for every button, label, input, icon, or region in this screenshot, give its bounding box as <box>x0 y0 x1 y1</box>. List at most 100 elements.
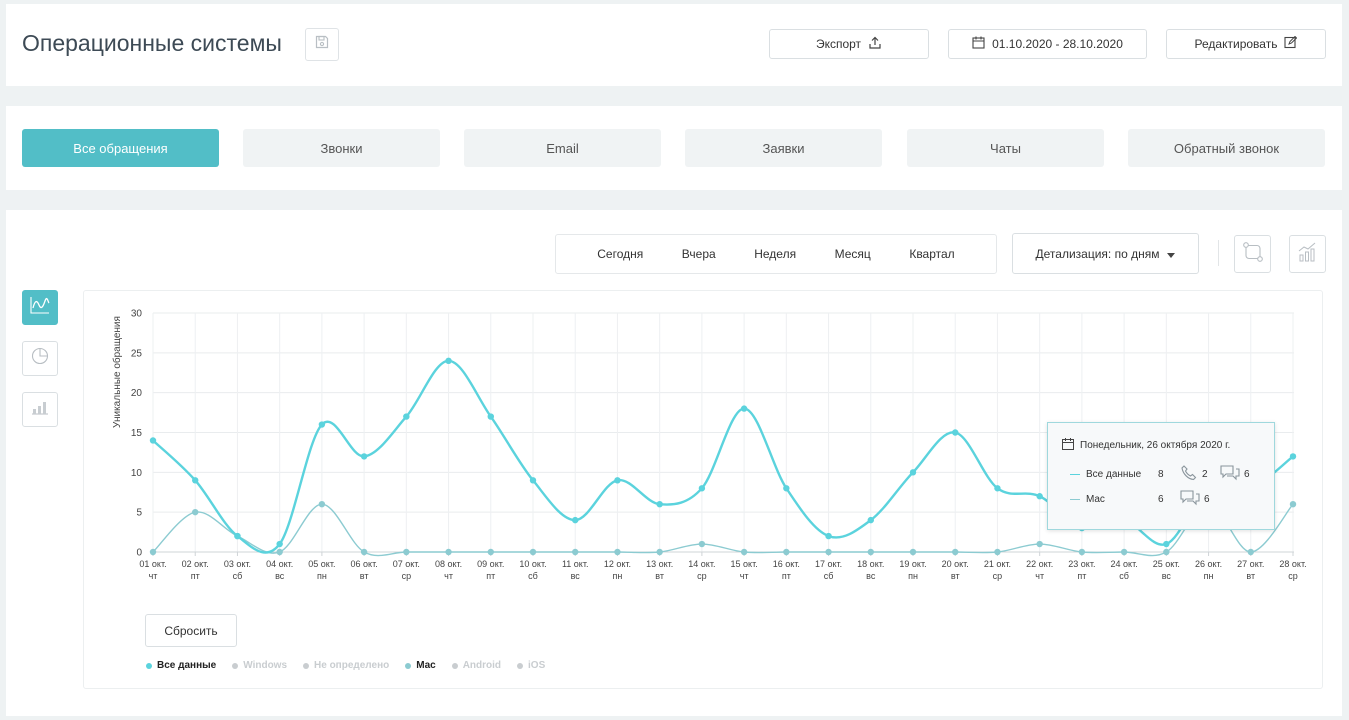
tab-callback[interactable]: Обратный звонок <box>1128 129 1325 167</box>
legend-item-mac[interactable]: Mac <box>405 660 436 671</box>
data-point-mac[interactable] <box>276 548 283 556</box>
data-point-all[interactable] <box>276 540 283 548</box>
edit-button[interactable]: Редактировать <box>1166 29 1326 59</box>
tab-requests[interactable]: Заявки <box>685 129 882 167</box>
tab-all-requests[interactable]: Все обращения <box>22 129 219 167</box>
detail-label: Детализация: по дням <box>1035 246 1160 261</box>
chart-type-pie-button[interactable] <box>22 341 58 376</box>
data-point-mac[interactable] <box>445 548 452 556</box>
x-tick-label-day: чт <box>444 571 453 581</box>
legend-item-windows[interactable]: Windows <box>232 660 287 671</box>
data-point-all[interactable] <box>783 485 790 492</box>
legend-label: Все данные <box>157 660 217 671</box>
x-tick-label-date: 08 окт. <box>435 559 462 569</box>
data-point-all[interactable] <box>572 516 579 524</box>
data-point-mac[interactable] <box>952 548 959 556</box>
period-month[interactable]: Месяц <box>834 247 871 261</box>
data-point-mac[interactable] <box>149 548 157 556</box>
data-point-all[interactable] <box>445 357 452 364</box>
data-point-mac[interactable] <box>1078 548 1086 556</box>
data-point-all[interactable] <box>994 485 1001 492</box>
detail-dropdown[interactable]: Детализация: по дням <box>1012 233 1199 274</box>
x-tick-label-date: 02 окт. <box>182 559 209 569</box>
data-point-mac[interactable] <box>698 540 706 548</box>
legend-item-android[interactable]: Android <box>451 660 501 671</box>
data-point-all[interactable] <box>825 532 832 540</box>
data-point-all[interactable] <box>360 453 368 460</box>
data-point-mac[interactable] <box>572 548 579 556</box>
data-point-mac[interactable] <box>360 548 368 556</box>
period-week[interactable]: Неделя <box>754 247 797 261</box>
data-point-all[interactable] <box>529 477 537 484</box>
data-point-all[interactable] <box>909 469 917 476</box>
data-point-all[interactable] <box>192 477 199 484</box>
data-point-all[interactable] <box>952 429 959 436</box>
data-point-mac[interactable] <box>529 548 537 556</box>
data-point-mac[interactable] <box>487 548 494 556</box>
trend-chart-button[interactable] <box>1289 235 1326 273</box>
y-tick-label: 30 <box>131 309 143 320</box>
data-point-all[interactable] <box>318 421 326 428</box>
legend-dot <box>303 662 310 669</box>
x-tick-label-date: 01 окт. <box>139 559 166 569</box>
chart-type-line-button[interactable] <box>22 290 58 325</box>
data-point-mac[interactable] <box>1036 540 1043 548</box>
data-point-mac[interactable] <box>783 548 790 556</box>
x-tick-label-day: вт <box>655 571 664 581</box>
period-quarter[interactable]: Квартал <box>909 247 955 261</box>
x-tick-label-date: 05 окт. <box>308 559 335 569</box>
save-report-button[interactable] <box>305 28 339 61</box>
data-point-all[interactable] <box>614 477 621 484</box>
data-point-all[interactable] <box>149 437 157 444</box>
data-point-mac[interactable] <box>656 548 663 556</box>
date-range-button[interactable]: 01.10.2020 - 28.10.2020 <box>948 29 1147 59</box>
x-tick-label-day: пт <box>1077 571 1086 581</box>
data-point-all[interactable] <box>234 532 241 540</box>
data-point-mac[interactable] <box>825 548 832 556</box>
data-point-mac[interactable] <box>318 501 326 508</box>
line-chart-icon <box>29 295 51 320</box>
data-point-all[interactable] <box>698 485 706 492</box>
data-point-mac[interactable] <box>1120 548 1128 556</box>
data-point-mac[interactable] <box>994 548 1001 556</box>
legend-item-all[interactable]: Все данные <box>146 660 216 671</box>
export-button[interactable]: Экспорт <box>769 29 929 59</box>
data-point-mac[interactable] <box>740 548 748 556</box>
tooltip-total: 8 <box>1158 469 1164 480</box>
x-tick-label-date: 28 окт. <box>1279 559 1306 569</box>
data-point-all[interactable] <box>656 501 663 508</box>
period-today[interactable]: Сегодня <box>597 247 644 261</box>
x-tick-label-day: пт <box>191 571 200 581</box>
tab-chats[interactable]: Чаты <box>907 129 1104 167</box>
x-tick-label-day: пн <box>613 571 623 581</box>
data-point-all[interactable] <box>867 516 874 524</box>
data-point-mac[interactable] <box>909 548 917 556</box>
x-tick-label-date: 25 окт. <box>1153 559 1180 569</box>
data-point-mac[interactable] <box>614 548 621 556</box>
data-point-all[interactable] <box>1289 453 1297 460</box>
data-point-mac[interactable] <box>1163 548 1170 556</box>
legend-item-ios[interactable]: iOS <box>517 660 545 671</box>
data-point-mac[interactable] <box>1289 501 1297 508</box>
tooltip-calls: 2 <box>1202 469 1208 480</box>
tab-email[interactable]: Email <box>464 129 661 167</box>
chart-type-bar-button[interactable] <box>22 392 58 427</box>
data-point-mac[interactable] <box>403 548 410 556</box>
tab-calls[interactable]: Звонки <box>243 129 440 167</box>
legend-item-undefined[interactable]: Не определено <box>303 660 389 671</box>
compare-icon <box>1242 241 1264 268</box>
data-point-mac[interactable] <box>192 508 199 516</box>
data-point-all[interactable] <box>740 405 748 412</box>
data-point-mac[interactable] <box>1247 548 1254 556</box>
data-point-all[interactable] <box>403 413 410 420</box>
data-point-all[interactable] <box>1163 540 1170 548</box>
compare-button[interactable] <box>1234 235 1271 273</box>
data-point-all[interactable] <box>1036 493 1043 500</box>
y-tick-label: 5 <box>136 508 142 519</box>
tooltip-row-all: Все данные 8 2 6 <box>1070 464 1250 485</box>
reset-button[interactable]: Сбросить <box>145 614 237 647</box>
data-point-mac[interactable] <box>867 548 874 556</box>
x-tick-label-day: пн <box>908 571 918 581</box>
data-point-all[interactable] <box>487 413 494 420</box>
period-yesterday[interactable]: Вчера <box>681 247 716 261</box>
